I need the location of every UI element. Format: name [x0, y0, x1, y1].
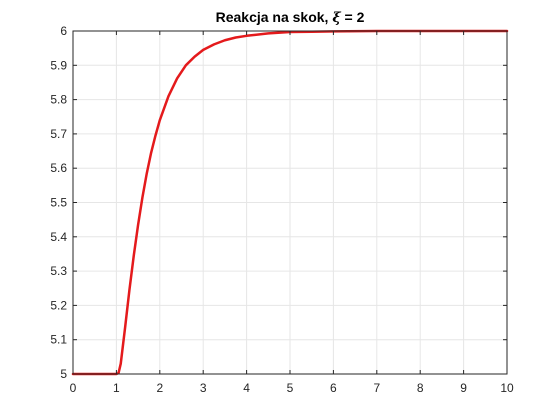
- y-tick-labels: 5 5.1 5.2 5.3 5.4 5.5 5.6 5.7 5.8 5.9 6: [50, 24, 67, 381]
- x-tick-label: 5: [287, 381, 294, 395]
- y-tick-label: 5.7: [50, 127, 67, 141]
- y-tick-label: 5: [60, 367, 67, 381]
- y-tick-label: 5.3: [50, 264, 67, 278]
- x-tick-label: 4: [243, 381, 250, 395]
- x-tick-label: 3: [200, 381, 207, 395]
- y-tick-label: 5.8: [50, 93, 67, 107]
- x-tick-label: 1: [113, 381, 120, 395]
- y-tick-label: 5.5: [50, 196, 67, 210]
- x-tick-label: 10: [500, 381, 514, 395]
- y-tick-label: 5.9: [50, 58, 67, 72]
- x-tick-label: 0: [70, 381, 77, 395]
- x-tick-label: 9: [460, 381, 467, 395]
- y-tick-label: 6: [60, 24, 67, 38]
- chart-title: Reakcja na skok, ξ = 2: [216, 9, 365, 26]
- x-tick-labels: 0 1 2 3 4 5 6 7 8 9 10: [70, 381, 514, 395]
- x-tick-label: 8: [417, 381, 424, 395]
- y-tick-label: 5.4: [50, 230, 67, 244]
- x-tick-label: 7: [373, 381, 380, 395]
- x-tick-label: 2: [156, 381, 163, 395]
- y-tick-label: 5.2: [50, 298, 67, 312]
- x-tick-label: 6: [330, 381, 337, 395]
- y-tick-label: 5.6: [50, 161, 67, 175]
- y-tick-label: 5.1: [50, 333, 67, 347]
